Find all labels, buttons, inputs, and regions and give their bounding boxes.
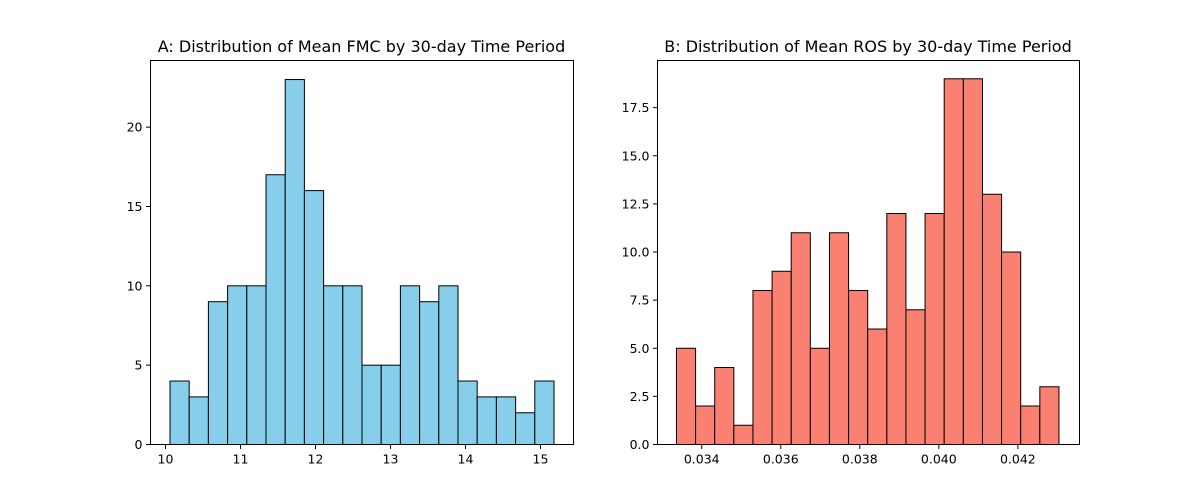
x-axis: 10 11 12 13 14 15 [158,444,549,467]
histogram-bar [848,290,869,445]
histogram-bar [981,193,1003,445]
histogram-bar [323,285,344,446]
y-tick-label: 12.5 [622,196,650,211]
chart-title: B: Distribution of Mean ROS by 30-day Ti… [664,37,1072,56]
histogram-bar [867,328,888,446]
histogram-bar [227,285,248,446]
y-tick-label: 15.0 [622,148,650,163]
x-axis: 0.034 0.036 0.038 0.040 0.042 [684,444,1036,467]
histogram-bar [905,309,926,445]
panel-fmc-histogram: A: Distribution of Mean FMC by 30-day Ti… [127,37,574,467]
histogram-bar [380,364,401,446]
panel-ros-histogram: B: Distribution of Mean ROS by 30-day Ti… [622,37,1080,467]
histogram-bar [284,79,305,445]
histogram-bar [924,213,945,445]
histogram-bar [886,213,907,445]
y-tick-label: 5 [135,358,143,373]
histogram-bar [265,174,286,446]
x-tick-label: 10 [158,452,174,467]
x-tick-label: 12 [308,452,324,467]
y-tick-label: 17.5 [622,100,650,115]
x-tick-label: 0.038 [842,452,878,467]
y-tick-label: 20 [127,120,143,135]
y-axis: 0 5 10 15 20 [127,120,151,452]
histogram-bar [303,190,325,445]
bars-group [169,79,555,446]
histogram-bar [342,285,363,446]
histogram-bar [675,347,697,445]
histogram-bar [828,232,850,445]
histogram-bar [962,78,983,446]
histogram-bar [714,367,735,445]
y-tick-label: 0 [135,437,143,452]
histogram-bar [361,364,382,446]
histogram-bar [515,412,536,446]
y-tick-label: 2.5 [630,389,650,404]
plot-frame [150,60,574,445]
histogram-bar [457,380,478,446]
y-tick-label: 15 [127,199,143,214]
histogram-bar [399,285,421,446]
histogram-bar [534,380,555,446]
histogram-bar [207,301,229,446]
histogram-bar [246,285,267,446]
histogram-bar [495,396,517,446]
histogram-bar [771,270,792,445]
histogram-bar [1001,251,1022,445]
histogram-bar [1039,386,1060,446]
x-tick-label: 0.036 [763,452,799,467]
histogram-bar [1020,405,1041,445]
histogram-bar [752,290,773,445]
bars-group [675,78,1060,446]
x-tick-label: 0.040 [921,452,957,467]
x-tick-label: 13 [383,452,399,467]
x-tick-label: 11 [233,452,249,467]
histogram-bar [438,285,459,446]
y-tick-label: 0.0 [630,437,650,452]
x-tick-label: 15 [533,452,549,467]
y-tick-label: 10.0 [622,245,650,260]
y-tick-label: 5.0 [630,341,650,356]
y-axis: 0.0 2.5 5.0 7.5 10.0 12.5 15.0 17.5 [622,100,658,452]
histogram-bar [476,396,497,446]
x-tick-label: 14 [458,452,474,467]
histogram-bar [790,232,811,445]
histogram-bar [419,301,440,446]
chart-title: A: Distribution of Mean FMC by 30-day Ti… [158,37,566,56]
x-tick-label: 0.034 [684,452,720,467]
histogram-bar [695,405,716,445]
histogram-bar [809,347,830,445]
histogram-bar [733,424,754,446]
y-tick-label: 7.5 [630,293,650,308]
histogram-bar [188,396,209,446]
y-tick-label: 10 [127,278,143,293]
histogram-bar [169,380,190,446]
x-tick-label: 0.042 [1000,452,1036,467]
histogram-bar [943,78,964,446]
